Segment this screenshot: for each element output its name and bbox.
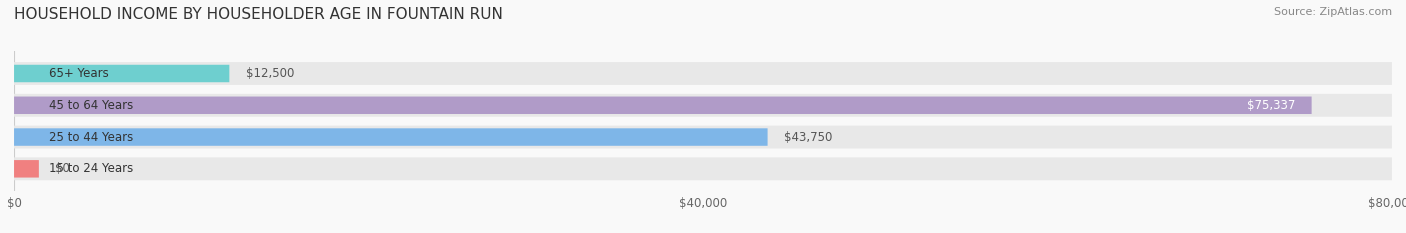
Text: $0: $0 bbox=[55, 162, 70, 175]
Text: HOUSEHOLD INCOME BY HOUSEHOLDER AGE IN FOUNTAIN RUN: HOUSEHOLD INCOME BY HOUSEHOLDER AGE IN F… bbox=[14, 7, 503, 22]
FancyBboxPatch shape bbox=[14, 96, 1312, 114]
FancyBboxPatch shape bbox=[14, 65, 229, 82]
FancyBboxPatch shape bbox=[14, 128, 768, 146]
Text: 25 to 44 Years: 25 to 44 Years bbox=[48, 130, 132, 144]
Text: 45 to 64 Years: 45 to 64 Years bbox=[48, 99, 132, 112]
Text: $43,750: $43,750 bbox=[785, 130, 832, 144]
FancyBboxPatch shape bbox=[14, 126, 1392, 148]
FancyBboxPatch shape bbox=[14, 62, 1392, 85]
FancyBboxPatch shape bbox=[14, 94, 1392, 117]
FancyBboxPatch shape bbox=[14, 160, 39, 178]
FancyBboxPatch shape bbox=[14, 157, 1392, 180]
Text: $12,500: $12,500 bbox=[246, 67, 294, 80]
Text: 15 to 24 Years: 15 to 24 Years bbox=[48, 162, 132, 175]
Text: Source: ZipAtlas.com: Source: ZipAtlas.com bbox=[1274, 7, 1392, 17]
Text: $75,337: $75,337 bbox=[1247, 99, 1295, 112]
Text: 65+ Years: 65+ Years bbox=[48, 67, 108, 80]
